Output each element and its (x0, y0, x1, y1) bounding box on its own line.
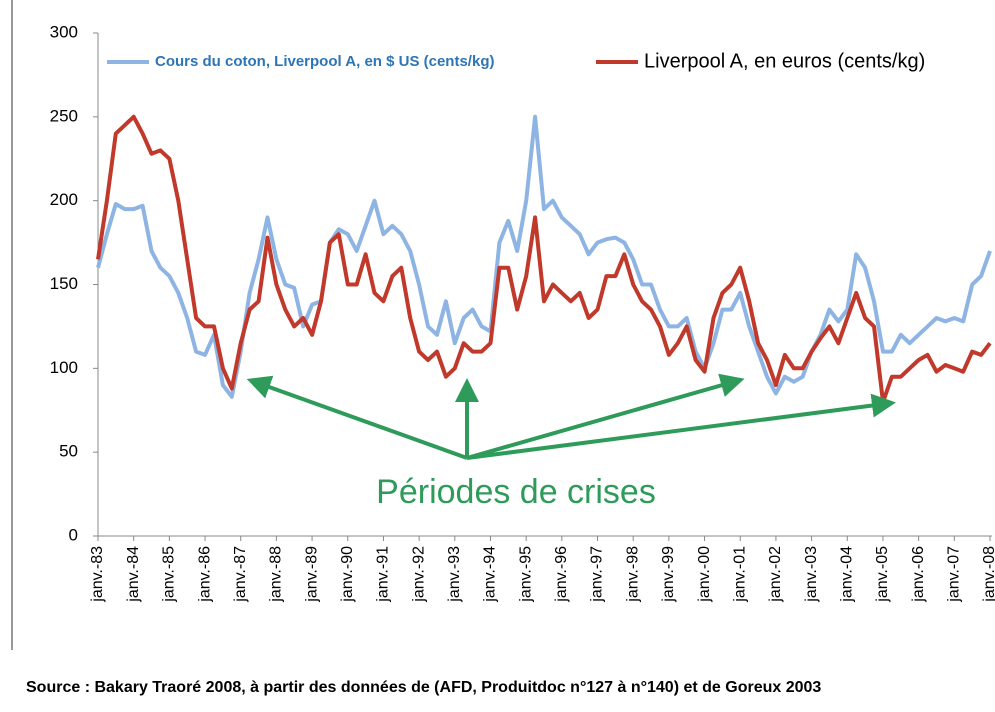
x-tick-label: janv.-91 (375, 546, 392, 603)
x-tick-label: janv.-08 (981, 546, 995, 603)
x-tick-label: janv.-94 (482, 546, 499, 603)
x-tick-label: janv.-88 (268, 546, 285, 603)
x-tick-label: janv.-89 (303, 546, 320, 603)
x-tick-label: janv.-98 (624, 546, 641, 603)
x-tick-label: janv.-03 (803, 546, 820, 603)
y-tick-label: 0 (69, 525, 78, 544)
x-tick-label: janv.-85 (161, 546, 178, 603)
x-tick-label: janv.-06 (910, 546, 927, 603)
y-tick-label: 50 (59, 442, 78, 461)
x-tick-label: janv.-87 (232, 546, 249, 603)
x-tick-label: janv.-93 (446, 546, 463, 603)
x-tick-label: janv.-92 (410, 546, 427, 603)
arrow (246, 375, 468, 460)
y-tick-label: 300 (50, 22, 78, 41)
x-tick-label: janv.-84 (125, 546, 142, 603)
x-tick-label: janv.-90 (339, 546, 356, 603)
y-tick-label: 150 (50, 274, 78, 293)
y-tick-label: 200 (50, 190, 78, 209)
y-tick-label: 100 (50, 358, 78, 377)
legend-bg (103, 48, 589, 76)
x-tick-label: janv.-95 (517, 546, 534, 603)
arrows (246, 373, 896, 460)
x-tick-label: janv.-04 (838, 546, 855, 603)
x-tick-label: janv.-02 (767, 546, 784, 603)
x-tick-label: janv.-96 (553, 546, 570, 603)
arrow (466, 373, 745, 460)
legend-bg (592, 48, 984, 76)
x-tick-label: janv.-99 (660, 546, 677, 603)
x-tick-label: janv.-83 (89, 546, 106, 603)
legend-label: Cours du coton, Liverpool A, en $ US (ce… (155, 53, 494, 70)
y-tick-label: 250 (50, 106, 78, 125)
x-tick-label: janv.-97 (589, 546, 606, 603)
annotation: Périodes de crises (376, 473, 656, 511)
source: Source : Bakary Traoré 2008, à partir de… (26, 679, 821, 696)
x-tick-label: janv.-00 (696, 546, 713, 603)
x-tick-label: janv.-86 (196, 546, 213, 603)
x-tick-label: janv.-07 (946, 546, 963, 603)
x-tick-label: janv.-01 (731, 546, 748, 603)
series-line (96, 114, 992, 399)
legend-label: Liverpool A, en euros (cents/kg) (644, 50, 925, 72)
arrow (466, 393, 896, 460)
series-line (96, 114, 992, 404)
x-tick-label: janv.-05 (874, 546, 891, 603)
